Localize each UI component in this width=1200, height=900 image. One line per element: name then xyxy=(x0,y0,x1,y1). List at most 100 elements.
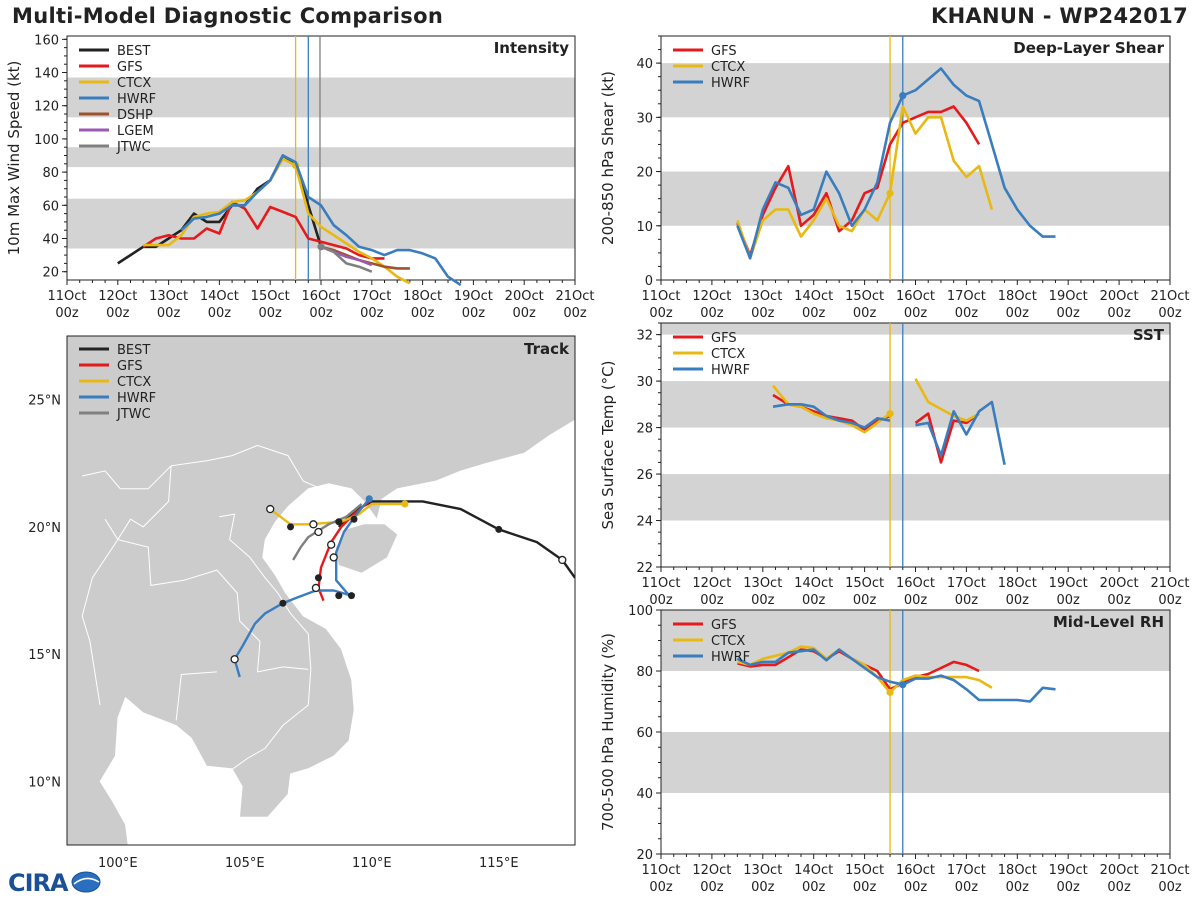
shear-xtick-date: 13Oct xyxy=(743,289,782,304)
sst-xtick-date: 13Oct xyxy=(743,576,782,591)
track-chart xyxy=(66,335,576,846)
shear-chart xyxy=(656,35,1171,285)
logo-swoosh xyxy=(73,877,100,885)
sst-chart xyxy=(656,322,1171,572)
shear-legend-label-hwrf: HWRF xyxy=(711,76,750,91)
intensity-ytick-label: 80 xyxy=(42,166,59,181)
rh-series-hwrf xyxy=(736,648,1056,703)
intensity-band xyxy=(67,147,575,168)
shear-ytick-label: 40 xyxy=(636,57,653,72)
track-position-dot-hollow xyxy=(230,655,239,664)
rh-xtick-date: 17Oct xyxy=(947,863,986,878)
intensity-chart xyxy=(62,35,576,287)
track-ytick-label: 15°N xyxy=(28,648,61,663)
sst-ytick-label: 26 xyxy=(636,468,653,483)
track-border xyxy=(82,470,149,490)
sst-xtick-date: 21Oct xyxy=(1150,576,1189,591)
intensity-xtick-hour: 00z xyxy=(513,306,537,321)
intensity-xtick-hour: 00z xyxy=(462,306,486,321)
shear-xtick-hour: 00z xyxy=(649,306,673,321)
track-position-dot xyxy=(495,525,503,533)
track-frame xyxy=(66,335,576,846)
rh-xtick-hour: 00z xyxy=(649,880,673,895)
track-legend-label-gfs: GFS xyxy=(117,359,143,374)
shear-ytick-label: 10 xyxy=(636,220,653,235)
intensity-xtick-date: 13Oct xyxy=(149,289,188,304)
rh-xtick-date: 15Oct xyxy=(845,863,884,878)
intensity-title: Intensity xyxy=(494,39,570,57)
rh-xtick-hour: 00z xyxy=(853,880,877,895)
shear-xtick-date: 21Oct xyxy=(1150,289,1189,304)
intensity-legend-label-gfs: GFS xyxy=(117,60,143,75)
sst-band xyxy=(661,381,1170,428)
intensity-band xyxy=(67,77,575,118)
intensity-xtick-date: 21Oct xyxy=(555,289,594,304)
sst-xtick-hour: 00z xyxy=(955,593,979,608)
rh-xtick-hour: 00z xyxy=(700,880,724,895)
rh-xtick-hour: 00z xyxy=(751,880,775,895)
intensity-xtick-hour: 00z xyxy=(360,306,384,321)
rh-xtick-date: 19Oct xyxy=(1049,863,1088,878)
intensity-ytick-label: 160 xyxy=(34,33,59,48)
shear-xtick-date: 15Oct xyxy=(845,289,884,304)
rh-ylabel: 700-500 hPa Humidity (%) xyxy=(599,633,617,831)
track-map xyxy=(67,336,575,845)
sst-xtick-date: 16Oct xyxy=(896,576,935,591)
sst-xtick-hour: 00z xyxy=(751,593,775,608)
rh-marker-ctcx xyxy=(886,688,894,696)
shear-xtick-hour: 00z xyxy=(700,306,724,321)
rh-legend-label-gfs: GFS xyxy=(711,618,737,633)
shear-series-hwrf xyxy=(736,67,1056,260)
track-border xyxy=(117,465,309,673)
track-position-dot-hollow xyxy=(266,504,275,514)
rh-legend-label-ctcx: CTCX xyxy=(711,634,745,649)
track-position-dot xyxy=(335,518,343,526)
intensity-series-hwrf xyxy=(180,154,462,287)
rh-xtick-date: 14Oct xyxy=(794,863,833,878)
track-legend-label-jtwc: JTWC xyxy=(116,407,151,422)
intensity-legend-label-hwrf: HWRF xyxy=(117,92,156,107)
rh-xtick-hour: 00z xyxy=(955,880,979,895)
track-position-dot-hollow xyxy=(309,520,318,529)
track-xtick-label: 100°E xyxy=(98,856,138,871)
intensity-xtick-hour: 00z xyxy=(411,306,435,321)
sst-xtick-hour: 00z xyxy=(1057,593,1081,608)
sst-xtick-hour: 00z xyxy=(853,593,877,608)
intensity-ytick-label: 20 xyxy=(42,266,59,281)
intensity-xtick-date: 17Oct xyxy=(352,289,391,304)
track-ytick-label: 25°N xyxy=(28,394,61,409)
intensity-xtick-date: 15Oct xyxy=(251,289,290,304)
sst-xtick-hour: 00z xyxy=(649,593,673,608)
track-position-dot xyxy=(347,592,355,600)
intensity-ytick-label: 100 xyxy=(34,133,59,148)
track-land-hainan xyxy=(336,524,398,573)
intensity-legend-label-lgem: LGEM xyxy=(117,124,154,139)
intensity-ylabel: 10m Max Wind Speed (kt) xyxy=(5,61,23,256)
track-position-dot-hollow xyxy=(314,527,323,537)
track-xtick-label: 115°E xyxy=(479,856,519,871)
shear-xtick-hour: 00z xyxy=(955,306,979,321)
intensity-series-jtwc xyxy=(320,245,373,273)
track-border xyxy=(147,444,322,490)
track-position-dot xyxy=(279,599,287,607)
sst-xtick-date: 11Oct xyxy=(641,576,680,591)
rh-ytick-label: 40 xyxy=(636,787,653,802)
rh-xtick-date: 11Oct xyxy=(641,863,680,878)
shear-marker-hwrf xyxy=(899,92,907,100)
track-ytick-label: 20°N xyxy=(28,521,61,536)
shear-xtick-date: 20Oct xyxy=(1100,289,1139,304)
sst-series-gfs-b xyxy=(914,412,980,464)
sst-legend-label-ctcx: CTCX xyxy=(711,347,745,362)
intensity-legend-label-ctcx: CTCX xyxy=(117,76,151,91)
rh-band xyxy=(661,610,1170,671)
shear-marker-ctcx xyxy=(886,189,894,197)
shear-ylabel: 200-850 hPa Shear (kt) xyxy=(599,71,617,245)
rh-xtick-hour: 00z xyxy=(1158,880,1182,895)
intensity-legend-label-jtwc: JTWC xyxy=(116,140,151,155)
intensity-ytick-label: 140 xyxy=(34,67,59,82)
track-position-dot-hollow xyxy=(327,540,336,549)
rh-xtick-hour: 00z xyxy=(1107,880,1131,895)
intensity-xtick-hour: 00z xyxy=(309,306,333,321)
track-xtick-label: 105°E xyxy=(225,856,265,871)
shear-legend-label-ctcx: CTCX xyxy=(711,60,745,75)
